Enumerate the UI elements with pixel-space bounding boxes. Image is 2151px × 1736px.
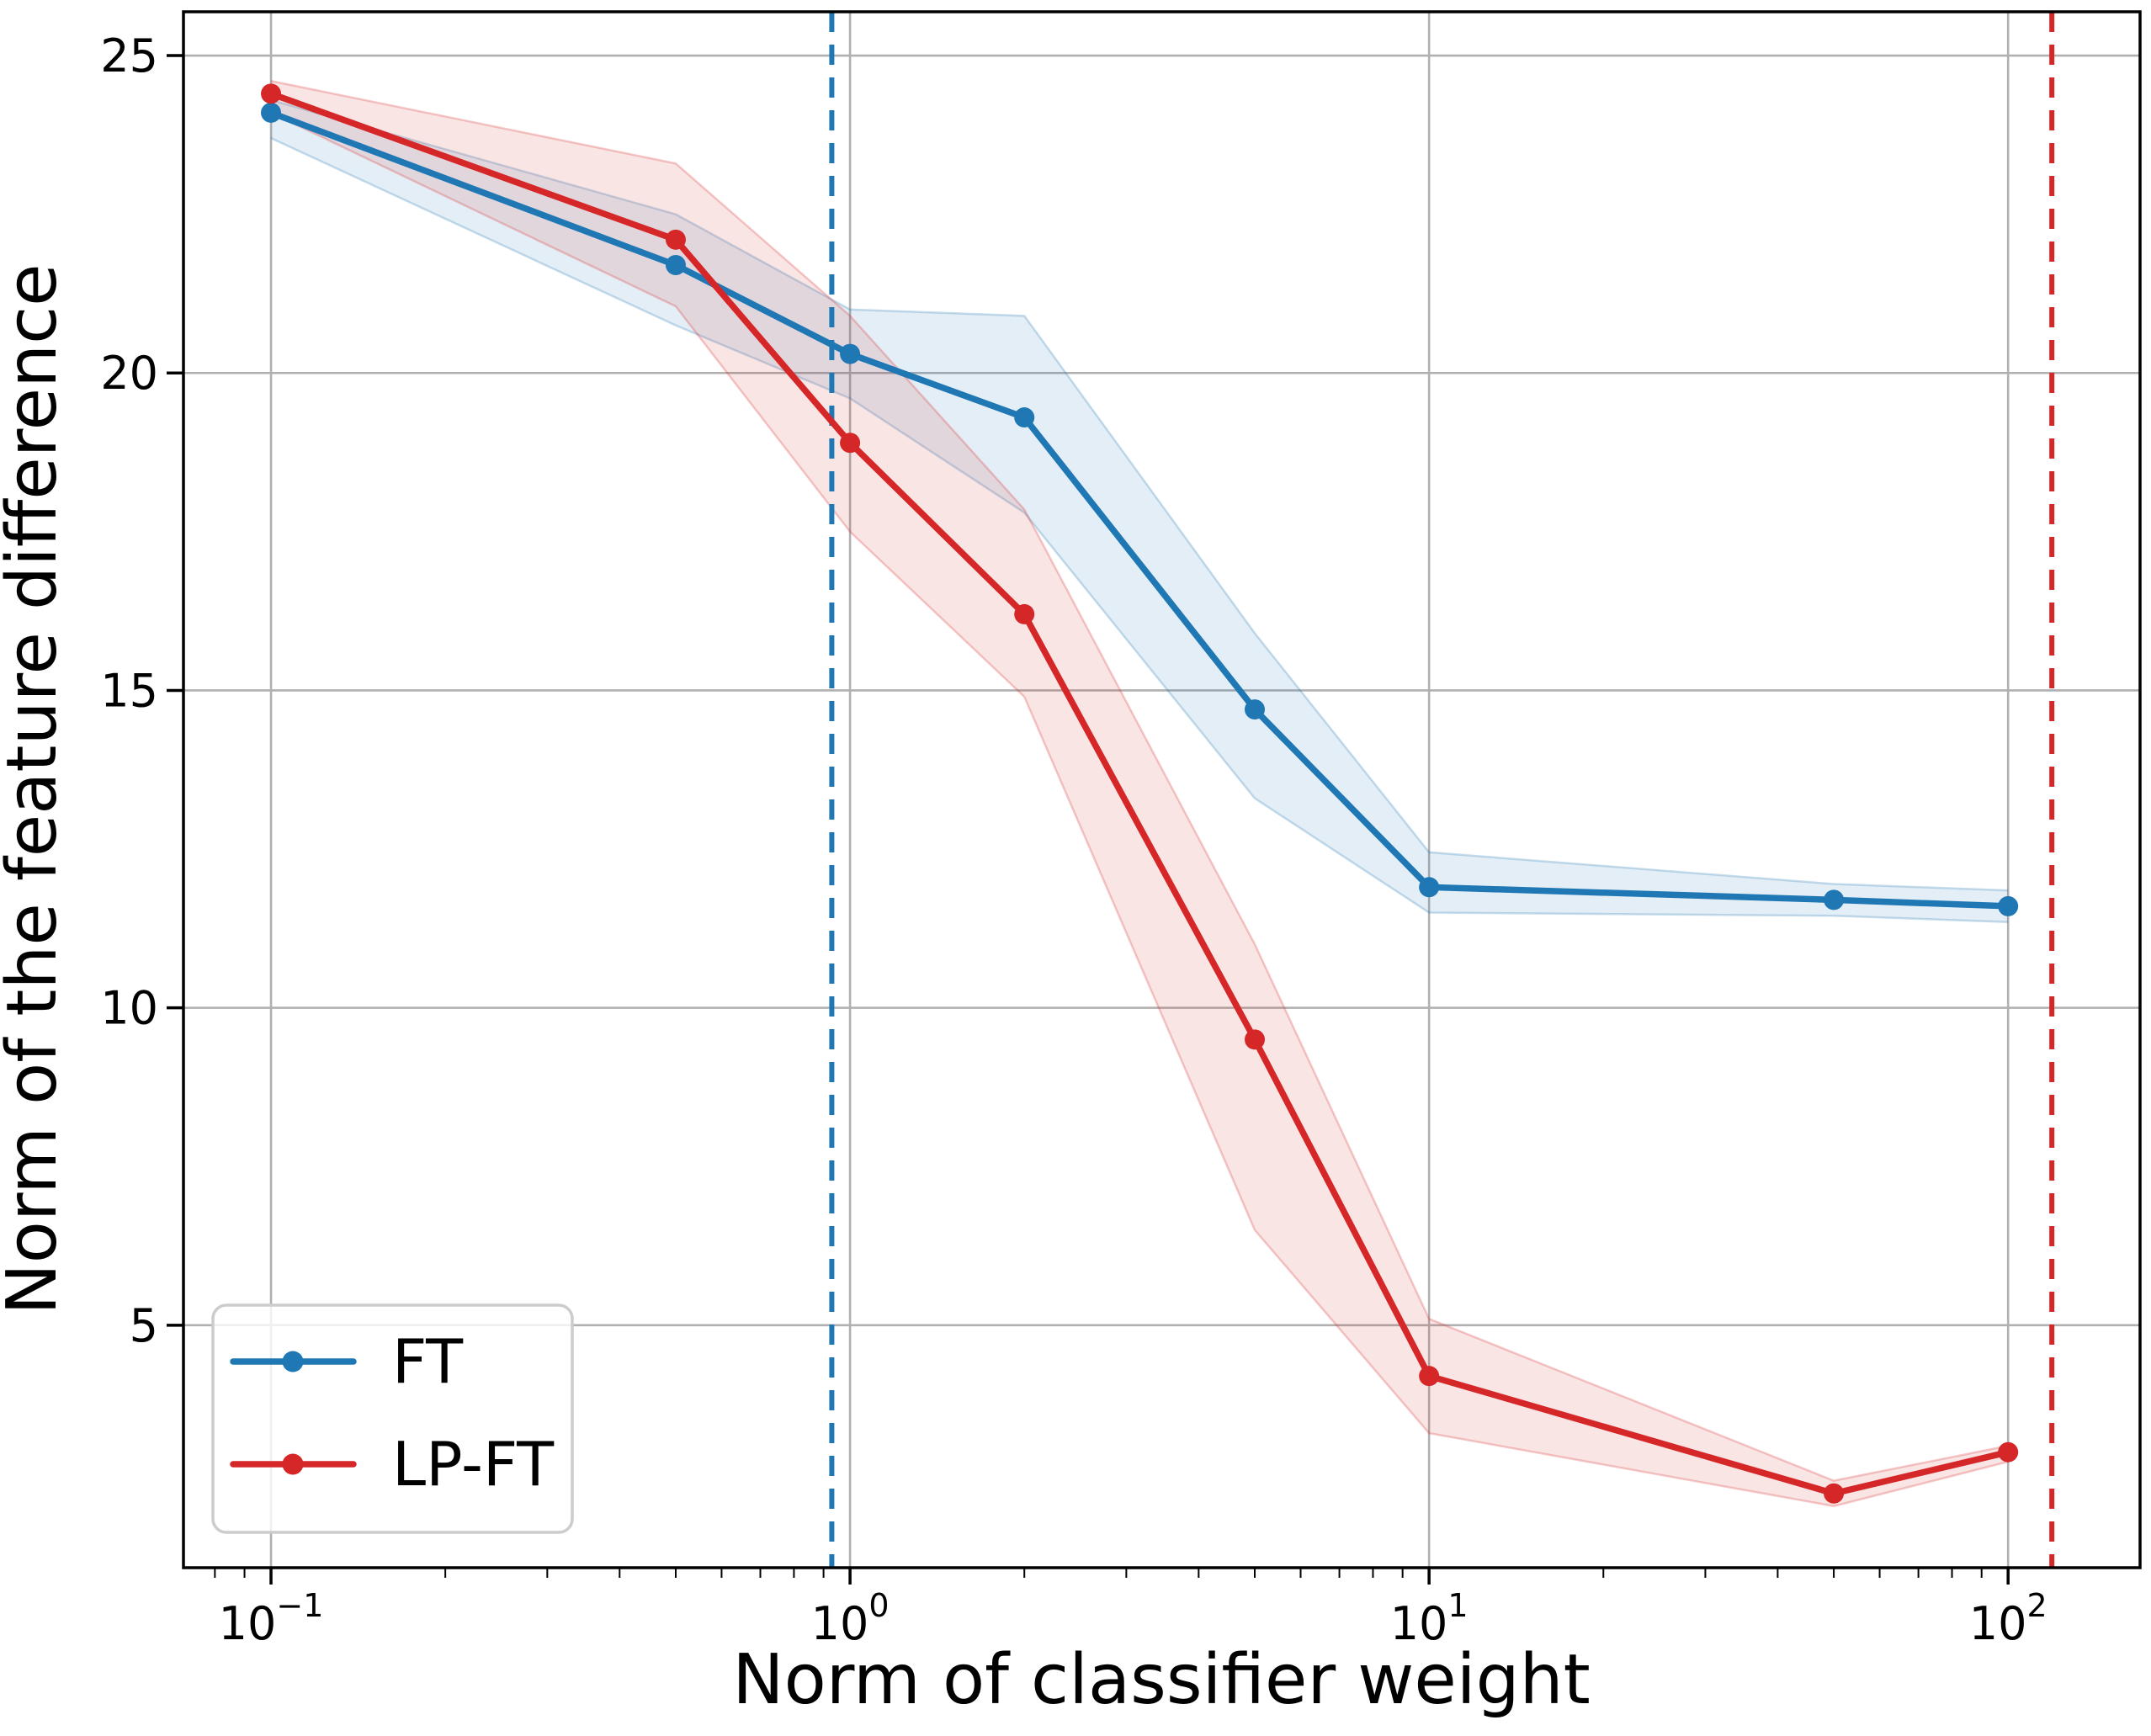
x-axis-label: Norm of classifier weight: [732, 1640, 1591, 1720]
data-point-ft: [1998, 895, 2019, 916]
x-tick-label: 10−1: [219, 1587, 324, 1650]
series-line-lp-ft: [268, 90, 2011, 1497]
data-point-lp-ft: [1824, 1483, 1845, 1504]
data-point-lp-ft: [665, 229, 686, 250]
data-point-ft: [1245, 699, 1266, 720]
data-point-ft: [665, 255, 686, 275]
data-series: [261, 83, 2019, 1504]
confidence-bands: [270, 80, 2009, 1508]
series-line-ft: [268, 109, 2011, 910]
x-tick-label: 102: [1969, 1587, 2047, 1650]
gridlines: [183, 12, 2140, 1568]
legend-label-ft: FT: [392, 1326, 464, 1397]
data-point-lp-ft: [1245, 1029, 1266, 1050]
legend: FT LP-FT: [211, 1303, 574, 1534]
data-point-ft: [1014, 407, 1035, 428]
legend-marker-ft: [282, 1351, 304, 1372]
x-tick-label: 100: [811, 1587, 890, 1650]
data-point-ft: [840, 343, 861, 364]
data-point-ft: [1824, 889, 1845, 910]
axis-ticks: 10−1 100 101 102 5 10 15 20 25: [100, 29, 2047, 1650]
band-upper-edge-lp-ft: [270, 80, 2009, 1482]
data-point-lp-ft: [1419, 1366, 1440, 1387]
reference-vlines: [829, 12, 2055, 1568]
data-point-ft: [1419, 877, 1440, 898]
y-tick-label: 25: [100, 29, 158, 82]
confidence-band-lp-ft: [271, 81, 2009, 1506]
confidence-band-ft: [271, 99, 2009, 922]
y-tick-label: 20: [100, 347, 158, 400]
data-point-lp-ft: [261, 83, 282, 104]
band-lower-edge-lp-ft: [270, 111, 2009, 1508]
legend-marker-lp-ft: [282, 1453, 304, 1475]
plot-border: [182, 10, 2142, 1569]
x-tick-label: 101: [1390, 1587, 1469, 1650]
y-tick-label: 15: [100, 664, 158, 717]
data-point-ft: [261, 102, 282, 123]
legend-label-lp-ft: LP-FT: [392, 1429, 555, 1500]
y-tick-label: 10: [100, 982, 158, 1035]
y-tick-label: 5: [130, 1299, 158, 1352]
band-upper-edge-ft: [270, 98, 2009, 892]
data-point-lp-ft: [1998, 1441, 2019, 1463]
data-point-lp-ft: [840, 433, 861, 454]
y-axis-label: Norm of the feature difference: [0, 263, 72, 1314]
data-point-lp-ft: [1014, 603, 1035, 624]
band-lower-edge-ft: [270, 136, 2009, 924]
